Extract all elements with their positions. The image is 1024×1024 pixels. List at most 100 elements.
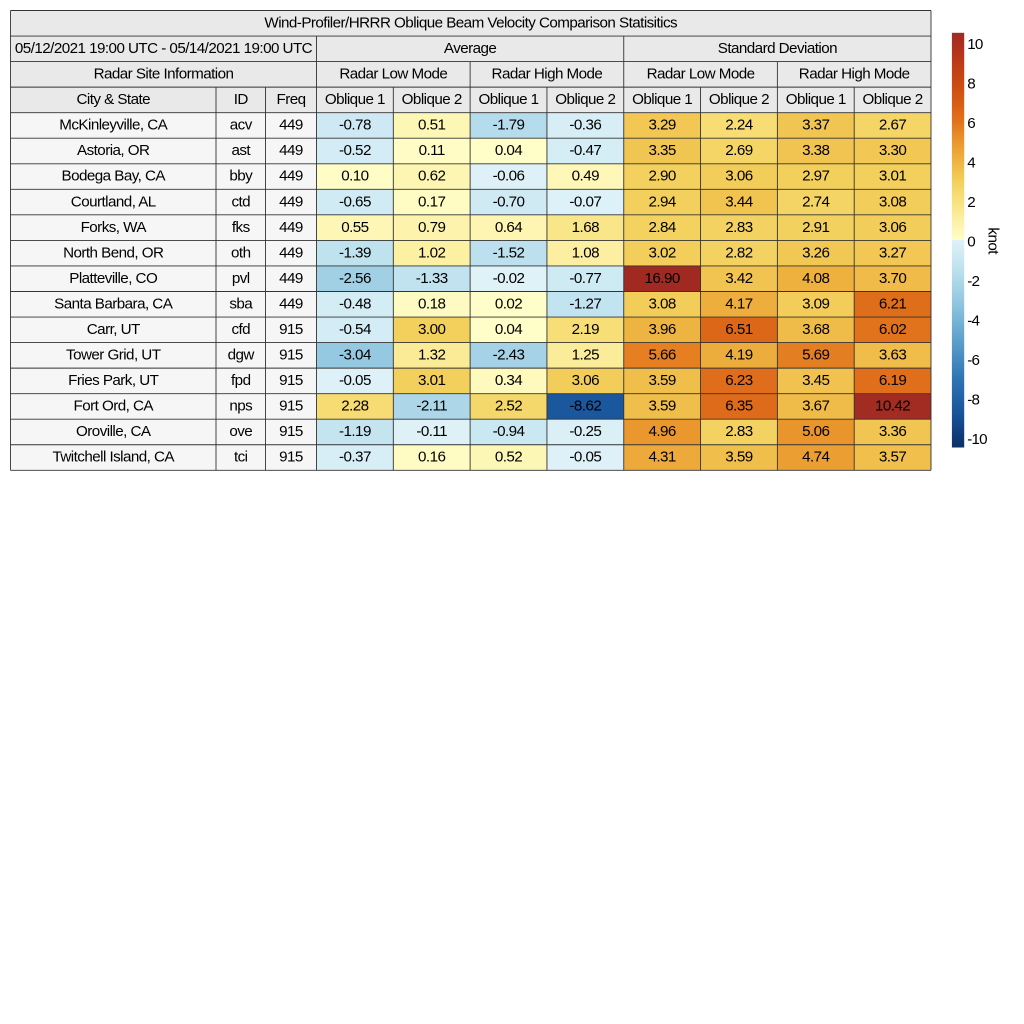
svg-text:0.51: 0.51 (418, 117, 445, 134)
svg-text:3.38: 3.38 (802, 142, 829, 159)
svg-text:2.90: 2.90 (648, 168, 675, 185)
svg-text:1.08: 1.08 (572, 244, 599, 261)
svg-text:915: 915 (279, 398, 303, 415)
svg-text:3.70: 3.70 (879, 270, 906, 287)
svg-text:0.62: 0.62 (418, 168, 445, 185)
svg-text:4.31: 4.31 (648, 449, 675, 466)
svg-text:-0.05: -0.05 (339, 372, 371, 389)
svg-text:3.00: 3.00 (418, 321, 445, 338)
svg-text:4.96: 4.96 (648, 423, 675, 440)
svg-text:0.17: 0.17 (418, 193, 445, 210)
svg-text:Radar High Mode: Radar High Mode (492, 66, 603, 83)
svg-text:449: 449 (279, 168, 303, 185)
svg-text:-0.02: -0.02 (493, 270, 525, 287)
svg-text:Oblique 1: Oblique 1 (632, 91, 692, 108)
svg-text:ctd: ctd (231, 193, 250, 210)
svg-text:Forks, WA: Forks, WA (81, 219, 148, 236)
svg-text:4: 4 (967, 154, 975, 171)
svg-text:1.25: 1.25 (572, 347, 599, 364)
svg-text:Oblique 2: Oblique 2 (863, 91, 923, 108)
svg-text:3.01: 3.01 (879, 168, 906, 185)
svg-text:-0.05: -0.05 (569, 449, 601, 466)
svg-text:0.79: 0.79 (418, 219, 445, 236)
svg-text:4.08: 4.08 (802, 270, 829, 287)
svg-text:05/12/2021 19:00 UTC - 05/14/2: 05/12/2021 19:00 UTC - 05/14/2021 19:00 … (15, 40, 313, 57)
svg-text:449: 449 (279, 142, 303, 159)
svg-text:16.90: 16.90 (645, 270, 680, 287)
svg-text:Bodega Bay, CA: Bodega Bay, CA (62, 168, 167, 185)
svg-text:North Bend, OR: North Bend, OR (63, 244, 164, 261)
svg-text:3.57: 3.57 (879, 449, 906, 466)
svg-text:Oblique 1: Oblique 1 (478, 91, 538, 108)
svg-text:Oroville, CA: Oroville, CA (76, 423, 152, 440)
svg-text:3.01: 3.01 (418, 372, 445, 389)
svg-text:915: 915 (279, 449, 303, 466)
svg-text:2.91: 2.91 (802, 219, 829, 236)
svg-text:449: 449 (279, 270, 303, 287)
svg-text:0.64: 0.64 (495, 219, 522, 236)
svg-text:0.11: 0.11 (419, 142, 445, 159)
svg-text:Average: Average (444, 40, 497, 57)
svg-text:Santa Barbara, CA: Santa Barbara, CA (54, 295, 174, 312)
svg-text:3.42: 3.42 (725, 270, 752, 287)
svg-text:-1.19: -1.19 (339, 423, 371, 440)
svg-text:fpd: fpd (231, 372, 251, 389)
svg-text:Courtland, AL: Courtland, AL (71, 193, 156, 210)
svg-text:-8.62: -8.62 (569, 398, 601, 415)
svg-text:0.55: 0.55 (341, 219, 368, 236)
svg-text:3.59: 3.59 (725, 449, 752, 466)
svg-text:3.59: 3.59 (648, 398, 675, 415)
svg-text:0.16: 0.16 (418, 449, 445, 466)
svg-text:-8: -8 (967, 391, 979, 408)
svg-text:-4: -4 (967, 312, 979, 329)
svg-text:-0.11: -0.11 (416, 423, 447, 440)
svg-text:3.30: 3.30 (879, 142, 906, 159)
svg-text:Freq: Freq (276, 91, 305, 108)
svg-text:-0.78: -0.78 (339, 117, 371, 134)
svg-text:2.83: 2.83 (725, 219, 752, 236)
svg-text:Oblique 2: Oblique 2 (402, 91, 462, 108)
svg-text:-0.06: -0.06 (493, 168, 525, 185)
svg-text:Oblique 1: Oblique 1 (786, 91, 846, 108)
svg-text:0.04: 0.04 (495, 321, 522, 338)
svg-text:Oblique 2: Oblique 2 (555, 91, 615, 108)
svg-text:0.34: 0.34 (495, 372, 522, 389)
svg-text:2.84: 2.84 (648, 219, 675, 236)
svg-text:915: 915 (279, 372, 303, 389)
svg-text:2.74: 2.74 (802, 193, 829, 210)
svg-text:0.52: 0.52 (495, 449, 522, 466)
svg-text:3.29: 3.29 (648, 117, 675, 134)
svg-text:-0.07: -0.07 (569, 193, 601, 210)
svg-text:-0.36: -0.36 (569, 117, 601, 134)
svg-text:3.06: 3.06 (572, 372, 599, 389)
svg-text:6.35: 6.35 (725, 398, 752, 415)
svg-text:Tower Grid, UT: Tower Grid, UT (66, 347, 161, 364)
svg-text:6.02: 6.02 (879, 321, 906, 338)
svg-text:Fries Park, UT: Fries Park, UT (68, 372, 158, 389)
svg-text:Twitchell Island, CA: Twitchell Island, CA (52, 449, 175, 466)
svg-text:ast: ast (231, 142, 251, 159)
svg-text:-0.37: -0.37 (339, 449, 371, 466)
svg-text:10.42: 10.42 (875, 398, 910, 415)
svg-text:2.82: 2.82 (725, 244, 752, 261)
svg-text:-3.04: -3.04 (339, 347, 371, 364)
svg-text:-0.70: -0.70 (493, 193, 525, 210)
svg-text:3.26: 3.26 (802, 244, 829, 261)
svg-text:6: 6 (967, 115, 975, 132)
svg-text:2.69: 2.69 (725, 142, 752, 159)
svg-text:4.74: 4.74 (802, 449, 829, 466)
svg-text:bby: bby (229, 168, 253, 185)
svg-text:acv: acv (230, 117, 253, 134)
svg-text:3.96: 3.96 (648, 321, 675, 338)
svg-text:3.06: 3.06 (879, 219, 906, 236)
svg-text:2.28: 2.28 (341, 398, 368, 415)
svg-text:6.21: 6.21 (879, 295, 906, 312)
svg-text:3.63: 3.63 (879, 347, 906, 364)
svg-text:10: 10 (967, 36, 983, 53)
svg-text:Oblique 1: Oblique 1 (325, 91, 385, 108)
svg-text:1.32: 1.32 (418, 347, 445, 364)
svg-text:2.24: 2.24 (725, 117, 752, 134)
svg-text:-10: -10 (967, 431, 987, 448)
svg-text:5.69: 5.69 (802, 347, 829, 364)
svg-text:knot: knot (984, 227, 1001, 255)
